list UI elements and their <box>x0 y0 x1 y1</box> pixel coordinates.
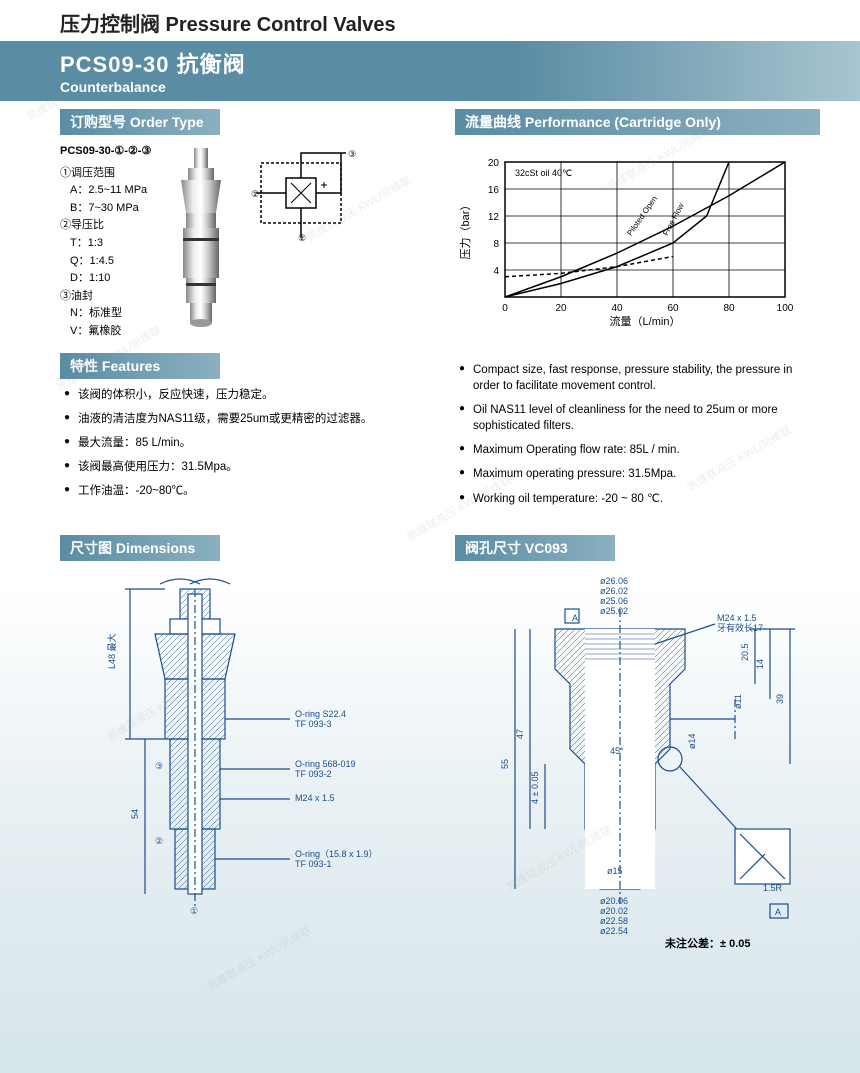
order-label: 订购型号 Order Type <box>60 109 220 135</box>
svg-text:12: 12 <box>488 212 500 223</box>
order-group: ①调压范围A：2.5~11 MPaB：7~30 MPa <box>60 165 151 218</box>
performance-label: 流量曲线 Performance (Cartridge Only) <box>455 109 820 135</box>
feature-item: 该阀的体积小，反应快速，压力稳定。 <box>64 387 425 403</box>
feature-item: 该阀最高使用压力：31.5Mpa。 <box>64 459 425 475</box>
svg-text:ø25.06: ø25.06 <box>600 596 628 606</box>
features-list-cn: 该阀的体积小，反应快速，压力稳定。油液的清洁度为NAS11级，需要25um或更精… <box>60 387 425 499</box>
model-subtitle: Counterbalance <box>60 79 860 95</box>
svg-text:O-ring（15.8 x 1.9）: O-ring（15.8 x 1.9） <box>295 849 378 859</box>
order-code: PCS09-30-①-②-③ <box>60 143 151 161</box>
tolerance-note: 未注公差：± 0.05 <box>664 936 751 949</box>
svg-text:L48 最大: L48 最大 <box>106 633 117 669</box>
svg-text:ø22.54: ø22.54 <box>600 926 628 936</box>
svg-text:TF 093-3: TF 093-3 <box>295 719 332 729</box>
svg-text:100: 100 <box>777 303 794 314</box>
header-bar: PCS09-30 抗衡阀 Counterbalance <box>0 41 860 101</box>
svg-text:M24 x 1.5: M24 x 1.5 <box>295 793 335 803</box>
svg-text:20.5: 20.5 <box>740 643 750 661</box>
cavity-label: 阀孔尺寸 VC093 <box>455 535 615 561</box>
svg-text:牙有效长17: 牙有效长17 <box>717 622 763 633</box>
svg-text:ø15: ø15 <box>607 866 623 876</box>
order-text: PCS09-30-①-②-③ ①调压范围A：2.5~11 MPaB：7~30 M… <box>60 143 151 341</box>
svg-text:47: 47 <box>515 729 525 739</box>
svg-text:TF 093-1: TF 093-1 <box>295 859 332 869</box>
svg-text:ø11: ø11 <box>733 694 743 709</box>
svg-text:8: 8 <box>493 239 499 250</box>
svg-text:45°: 45° <box>610 746 624 756</box>
svg-text:40: 40 <box>611 303 623 314</box>
category-title: 压力控制阀 Pressure Control Valves <box>0 0 860 41</box>
svg-text:①: ① <box>251 189 259 199</box>
feature-item: 最大流量：85 L/min。 <box>64 435 425 451</box>
svg-text:ø25.02: ø25.02 <box>600 606 628 616</box>
svg-text:TF 093-2: TF 093-2 <box>295 769 332 779</box>
svg-text:54: 54 <box>130 809 140 819</box>
svg-text:ø20.06: ø20.06 <box>600 896 628 906</box>
svg-text:14: 14 <box>755 659 765 669</box>
svg-text:②: ② <box>155 836 163 846</box>
svg-text:55: 55 <box>500 759 510 769</box>
svg-text:A: A <box>775 907 781 917</box>
svg-text:ø26.02: ø26.02 <box>600 586 628 596</box>
svg-text:③: ③ <box>155 761 163 771</box>
svg-text:流量（L/min）: 流量（L/min） <box>610 314 681 327</box>
feature-item: Maximum Operating flow rate: 85L / min. <box>459 442 820 458</box>
svg-text:ø20.02: ø20.02 <box>600 906 628 916</box>
svg-text:压力（bar）: 压力（bar） <box>459 200 472 260</box>
feature-item: Maximum operating pressure: 31.5Mpa. <box>459 466 820 482</box>
svg-text:O-ring 568-019: O-ring 568-019 <box>295 759 356 769</box>
dimension-drawing: L48 最大 54 O-ring S22.4 TF 093-3 O-ring 5… <box>60 569 420 949</box>
dimensions-label: 尺寸图 Dimensions <box>60 535 220 561</box>
svg-text:4 ± 0.05: 4 ± 0.05 <box>530 771 540 803</box>
svg-text:M24 x 1.5: M24 x 1.5 <box>717 613 757 623</box>
svg-text:0: 0 <box>502 303 508 314</box>
svg-text:①: ① <box>190 906 198 916</box>
svg-text:4: 4 <box>493 266 499 277</box>
feature-item: 工作油温：-20~80℃。 <box>64 483 425 499</box>
svg-text:ø14: ø14 <box>687 733 697 749</box>
svg-text:80: 80 <box>723 303 735 314</box>
svg-text:20: 20 <box>555 303 567 314</box>
feature-item: Compact size, fast response, pressure st… <box>459 362 820 394</box>
svg-text:32cSt oil 40℃: 32cSt oil 40℃ <box>515 168 572 178</box>
svg-text:ø22.58: ø22.58 <box>600 916 628 926</box>
cavity-drawing: ø26.06 ø26.02 ø25.06 ø25.02 A M24 x 1.5 … <box>455 569 815 949</box>
valve-illustration <box>166 143 236 333</box>
feature-item: Oil NAS11 level of cleanliness for the n… <box>459 402 820 434</box>
svg-text:60: 60 <box>667 303 679 314</box>
svg-text:③: ③ <box>348 149 356 159</box>
svg-text:39: 39 <box>775 694 785 704</box>
svg-text:1.5R: 1.5R <box>763 883 783 893</box>
svg-text:20: 20 <box>488 158 500 169</box>
feature-item: 油液的清洁度为NAS11级，需要25um或更精密的过滤器。 <box>64 411 425 427</box>
svg-text:O-ring S22.4: O-ring S22.4 <box>295 709 346 719</box>
svg-text:16: 16 <box>488 185 500 196</box>
model-title: PCS09-30 抗衡阀 <box>60 47 860 79</box>
svg-text:A: A <box>572 613 578 623</box>
feature-item: Working oil temperature: -20 ~ 80 ℃. <box>459 491 820 507</box>
svg-text:ø26.06: ø26.06 <box>600 576 628 586</box>
order-group: ②导压比T：1:3Q：1:4.5D：1:10 <box>60 217 151 287</box>
